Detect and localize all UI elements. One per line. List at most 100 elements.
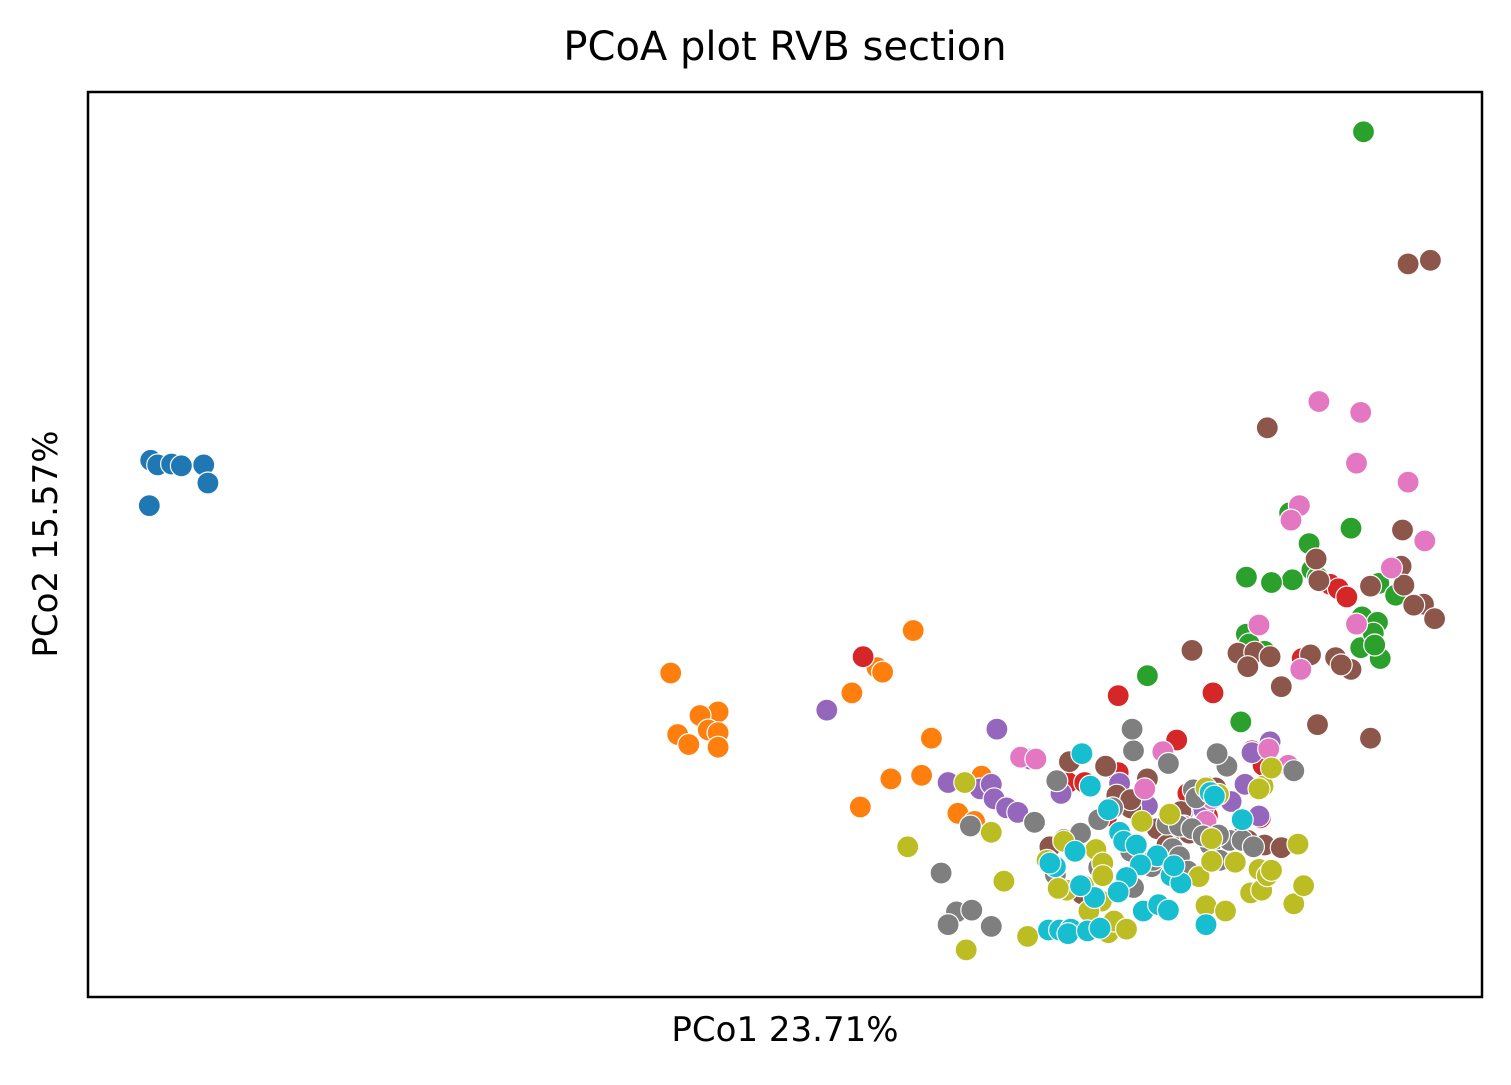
data-point-series-10-2 [1078,774,1102,798]
data-point-series-7-3 [1344,451,1369,475]
data-point-series-6-14 [1236,655,1260,679]
data-point-series-2-15 [909,763,934,787]
data-point-series-7-2 [1349,400,1373,424]
data-point-series-2-4 [659,661,683,685]
data-point-series-9-39 [992,869,1016,893]
data-point-series-6-20 [1093,754,1118,778]
data-point-series-6-44 [1307,569,1331,593]
data-point-series-2-1 [901,618,925,643]
data-point-series-10-18 [1063,839,1087,863]
data-point-series-6-17 [1305,712,1330,737]
data-point-series-9-22 [1199,826,1224,851]
data-point-series-10-25 [1194,912,1218,937]
data-point-series-9-40 [1046,876,1070,901]
data-point-series-7-9 [1344,612,1369,636]
data-point-series-2-14 [879,767,903,791]
data-point-series-10-13 [1106,880,1130,904]
data-point-series-6-7 [1392,573,1416,597]
data-point-series-8-29 [1045,769,1069,793]
data-point-series-6-9 [1422,607,1447,631]
data-point-series-8-5 [960,898,984,922]
data-point-series-8-3 [929,861,953,885]
data-point-series-7-4 [1396,470,1420,494]
data-point-series-9-37 [1259,756,1284,780]
data-point-series-9-1 [953,770,977,795]
data-point-series-8-18 [1241,835,1266,859]
data-point-series-6-2 [1418,248,1443,272]
y-axis-label: PCo2 15.57% [26,430,66,658]
data-point-series-7-13 [1024,747,1048,771]
data-point-series-6-11 [1180,638,1204,663]
data-point-series-6-41 [1329,653,1353,677]
x-axis-label: PCo1 23.71% [671,1010,899,1050]
data-point-series-10-24 [1088,916,1112,940]
data-point-series-10-30 [1202,784,1227,808]
data-point-series-10-28 [1156,898,1181,922]
data-point-series-7-10 [1289,657,1313,682]
data-point-series-3-21 [1229,710,1253,734]
data-point-series-4-17 [1335,585,1359,609]
data-point-series-7-15 [1133,777,1157,801]
data-point-series-6-10 [1402,593,1426,617]
data-point-series-9-23 [1213,899,1238,923]
data-point-series-2-3 [870,660,895,684]
data-point-series-4-1 [851,645,875,669]
data-point-series-9-7 [1015,924,1040,949]
data-point-series-9-27 [1291,874,1316,898]
data-point-series-9-41 [1091,864,1115,888]
data-point-series-9-31 [1223,850,1247,874]
data-point-series-6-18 [1358,726,1383,750]
data-point-series-3-1 [1351,120,1376,144]
data-point-series-3-11 [1259,570,1284,595]
data-point-series-10-3 [1096,798,1121,822]
data-point-series-6-3 [1255,416,1279,440]
plot-frame [86,90,1484,999]
data-point-series-5-2 [985,717,1009,741]
data-point-series-1-7 [137,494,161,518]
data-point-series-2-18 [848,795,872,819]
data-point-series-9-38 [1286,832,1310,856]
data-point-series-2-12 [706,735,730,759]
data-point-series-6-1 [1396,252,1420,276]
data-point-series-9-20 [1158,802,1182,826]
data-point-series-4-3 [1201,681,1225,705]
data-point-series-10-6 [1124,833,1148,857]
data-point-series-7-20 [1257,737,1281,761]
data-point-series-8-1 [1022,810,1047,834]
data-point-series-10-1 [1070,741,1094,766]
data-point-series-8-2 [958,814,983,838]
data-point-series-9-6 [954,938,978,962]
data-point-series-9-32 [1199,849,1224,873]
data-point-series-6-16 [1269,674,1293,699]
data-point-series-10-22 [1056,921,1080,946]
data-point-series-4-2 [1106,683,1130,708]
data-point-series-8-6 [979,914,1003,939]
data-point-series-7-11 [1247,613,1271,637]
data-point-series-5-1 [815,698,839,722]
data-point-series-9-15 [1114,917,1139,941]
data-point-series-9-26 [1282,892,1306,916]
data-point-series-6-4 [1390,518,1415,542]
data-point-series-2-11 [677,732,701,757]
data-point-series-7-7 [1413,529,1437,553]
data-point-series-9-30 [1259,858,1284,882]
data-point-series-10-17 [1038,851,1062,875]
data-point-series-8-30 [1121,739,1146,763]
data-point-series-6-6 [1358,574,1383,598]
data-point-series-9-5 [979,820,1003,844]
data-point-series-9-36 [1247,777,1271,801]
data-point-series-7-8 [1379,556,1404,580]
data-point-series-7-6 [1279,508,1303,532]
data-point-series-3-9 [1234,565,1259,589]
data-point-series-3-22 [1363,633,1387,657]
data-point-series-10-15 [1068,874,1093,898]
data-point-series-6-43 [1304,547,1328,571]
data-point-series-10-31 [1230,807,1254,832]
data-point-series-6-15 [1258,645,1282,669]
chart-title: PCoA plot RVB section [563,24,1007,70]
data-point-series-3-6 [1339,516,1363,540]
data-point-series-8-36 [936,912,960,937]
points-layer [137,120,1447,962]
data-point-series-9-4 [896,835,920,859]
